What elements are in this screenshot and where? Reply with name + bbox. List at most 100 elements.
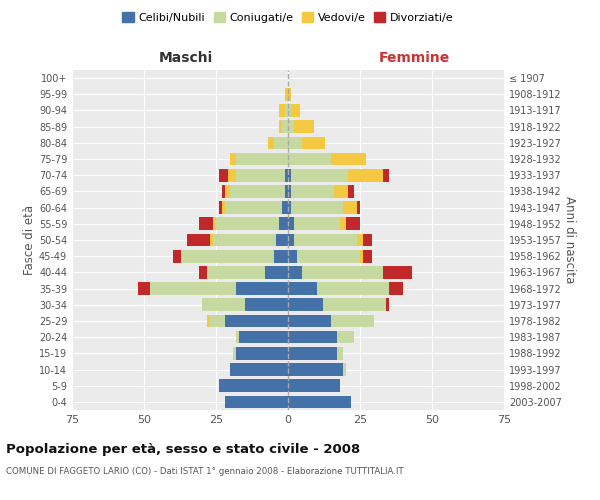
Bar: [349, 169, 383, 181]
Bar: [296, 250, 360, 262]
Y-axis label: Anni di nascita: Anni di nascita: [563, 196, 575, 284]
Bar: [216, 218, 280, 230]
Bar: [274, 250, 288, 262]
Y-axis label: Fasce di età: Fasce di età: [23, 205, 36, 275]
Bar: [337, 347, 343, 360]
Bar: [389, 282, 403, 295]
Bar: [227, 169, 236, 181]
Bar: [288, 298, 323, 311]
Bar: [331, 314, 374, 328]
Bar: [331, 152, 366, 166]
Bar: [236, 169, 285, 181]
Bar: [224, 202, 282, 214]
Bar: [288, 363, 343, 376]
Bar: [210, 234, 213, 246]
Bar: [245, 298, 288, 311]
Bar: [357, 234, 363, 246]
Bar: [317, 282, 389, 295]
Bar: [280, 104, 285, 117]
Text: Femmine: Femmine: [379, 51, 449, 65]
Bar: [208, 266, 265, 278]
Bar: [386, 298, 389, 311]
Bar: [302, 136, 325, 149]
Text: Maschi: Maschi: [159, 51, 213, 65]
Bar: [224, 396, 288, 408]
Bar: [383, 169, 389, 181]
Bar: [291, 169, 349, 181]
Bar: [280, 120, 282, 133]
Bar: [138, 282, 150, 295]
Bar: [288, 347, 337, 360]
Bar: [210, 314, 224, 328]
Bar: [230, 152, 236, 166]
Bar: [340, 218, 346, 230]
Bar: [277, 234, 288, 246]
Bar: [236, 282, 288, 295]
Text: Popolazione per età, sesso e stato civile - 2008: Popolazione per età, sesso e stato civil…: [6, 442, 360, 456]
Bar: [285, 104, 288, 117]
Bar: [288, 185, 291, 198]
Bar: [219, 380, 288, 392]
Bar: [291, 185, 334, 198]
Bar: [288, 152, 331, 166]
Bar: [288, 396, 352, 408]
Bar: [288, 88, 291, 101]
Bar: [383, 266, 412, 278]
Legend: Celibi/Nubili, Coniugati/e, Vedovi/e, Divorziati/e: Celibi/Nubili, Coniugati/e, Vedovi/e, Di…: [118, 8, 458, 28]
Bar: [288, 314, 331, 328]
Bar: [236, 331, 239, 344]
Bar: [288, 120, 294, 133]
Bar: [291, 104, 299, 117]
Bar: [360, 250, 363, 262]
Bar: [288, 282, 317, 295]
Bar: [288, 136, 302, 149]
Bar: [208, 314, 210, 328]
Bar: [346, 218, 360, 230]
Bar: [280, 218, 288, 230]
Bar: [213, 218, 216, 230]
Bar: [265, 266, 288, 278]
Bar: [202, 298, 245, 311]
Bar: [288, 104, 291, 117]
Bar: [282, 120, 288, 133]
Bar: [230, 363, 288, 376]
Bar: [349, 185, 354, 198]
Bar: [233, 347, 236, 360]
Bar: [222, 185, 224, 198]
Bar: [357, 202, 360, 214]
Bar: [173, 250, 181, 262]
Bar: [288, 331, 337, 344]
Bar: [363, 234, 371, 246]
Bar: [239, 331, 288, 344]
Bar: [199, 266, 208, 278]
Bar: [199, 218, 213, 230]
Bar: [288, 234, 294, 246]
Bar: [288, 218, 294, 230]
Bar: [285, 169, 288, 181]
Bar: [219, 169, 227, 181]
Bar: [288, 202, 291, 214]
Bar: [213, 234, 277, 246]
Bar: [150, 282, 236, 295]
Bar: [288, 266, 302, 278]
Bar: [187, 234, 210, 246]
Bar: [274, 136, 288, 149]
Bar: [282, 202, 288, 214]
Bar: [285, 88, 288, 101]
Bar: [219, 202, 222, 214]
Bar: [363, 250, 371, 262]
Bar: [323, 298, 386, 311]
Bar: [334, 185, 349, 198]
Bar: [181, 250, 274, 262]
Bar: [268, 136, 274, 149]
Bar: [222, 202, 224, 214]
Bar: [224, 314, 288, 328]
Bar: [302, 266, 383, 278]
Bar: [343, 363, 346, 376]
Bar: [288, 380, 340, 392]
Bar: [236, 152, 288, 166]
Bar: [294, 234, 357, 246]
Bar: [294, 120, 314, 133]
Text: COMUNE DI FAGGETO LARIO (CO) - Dati ISTAT 1° gennaio 2008 - Elaborazione TUTTITA: COMUNE DI FAGGETO LARIO (CO) - Dati ISTA…: [6, 468, 404, 476]
Bar: [294, 218, 340, 230]
